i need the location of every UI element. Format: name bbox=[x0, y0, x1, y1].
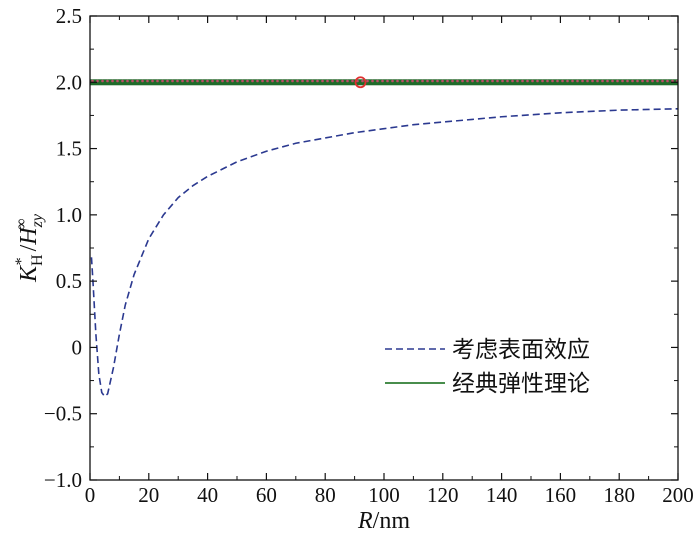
y-tick-label: 1.5 bbox=[56, 137, 82, 161]
y-tick-label: 1.0 bbox=[56, 203, 82, 227]
y-tick-label: −0.5 bbox=[44, 402, 82, 426]
y-axis-label: KH* /Hzy∞ bbox=[13, 213, 46, 283]
plot-frame bbox=[89, 15, 679, 481]
legend-label-classical: 经典弹性理论 bbox=[452, 371, 590, 397]
x-tick-label: 60 bbox=[256, 483, 277, 507]
x-tick-label: 180 bbox=[603, 483, 635, 507]
y-tick-label: −1.0 bbox=[44, 468, 82, 492]
x-tick-label: 120 bbox=[427, 483, 459, 507]
x-tick-label: 200 bbox=[662, 483, 694, 507]
y-tick-label: 2.5 bbox=[56, 4, 82, 28]
series-classical-line bbox=[90, 79, 678, 86]
y-tick-label: 0 bbox=[72, 335, 83, 359]
x-tick-label: 20 bbox=[138, 483, 159, 507]
plot-layer bbox=[90, 76, 679, 398]
legend-label-surface-effect: 考虑表面效应 bbox=[452, 337, 590, 363]
x-tick-label: 140 bbox=[486, 483, 518, 507]
x-tick-label: 100 bbox=[368, 483, 400, 507]
series-surface-effect-line bbox=[90, 108, 679, 398]
highlight-marker bbox=[354, 76, 367, 89]
axis-layer: 0 20 40 60 80 100 120 140 160 180 200 −1.0 −0.5 0 0.5 1… bbox=[13, 4, 694, 534]
x-tick-label: 40 bbox=[197, 483, 218, 507]
x-tick-label: 160 bbox=[545, 483, 577, 507]
x-axis-label: R/nm bbox=[357, 508, 410, 534]
x-tick-label: 80 bbox=[315, 483, 336, 507]
x-tick-label: 0 bbox=[85, 483, 96, 507]
y-tick-label: 2.0 bbox=[56, 70, 82, 94]
y-tick-label: 0.5 bbox=[56, 269, 82, 293]
